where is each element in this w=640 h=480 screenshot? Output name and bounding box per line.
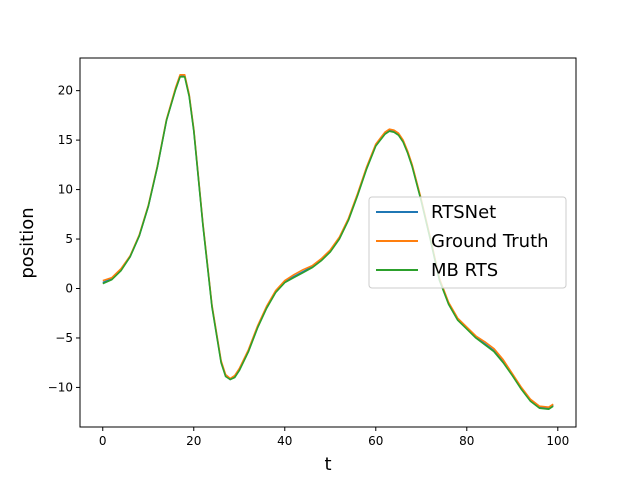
legend-label-mb-rts: MB RTS bbox=[431, 260, 498, 281]
y-tick-label: 10 bbox=[58, 183, 73, 197]
x-tick-label: 100 bbox=[546, 434, 569, 448]
x-tick-label: 20 bbox=[186, 434, 201, 448]
series-line-ground-truth bbox=[102, 74, 554, 409]
legend-label-rtsnet: RTSNet bbox=[431, 202, 496, 223]
y-axis: −10 −5 0 5 10 15 20 bbox=[48, 84, 80, 394]
legend: RTSNet Ground Truth MB RTS bbox=[368, 196, 567, 289]
x-tick-label: 40 bbox=[277, 434, 292, 448]
x-tick-label: 0 bbox=[99, 434, 107, 448]
y-tick-label: 20 bbox=[58, 84, 73, 98]
series-lines bbox=[102, 74, 554, 411]
series-line-mb-rts bbox=[102, 76, 554, 411]
x-tick-label: 60 bbox=[368, 434, 383, 448]
y-tick-label: 15 bbox=[58, 133, 73, 147]
y-tick-label: 5 bbox=[65, 232, 73, 246]
x-tick-label: 80 bbox=[459, 434, 474, 448]
y-tick-label: −10 bbox=[48, 380, 73, 394]
legend-box bbox=[368, 196, 567, 289]
x-axis-label: t bbox=[324, 454, 331, 475]
legend-label-ground-truth: Ground Truth bbox=[431, 231, 549, 252]
plot-frame bbox=[79, 57, 577, 428]
y-tick-label: −5 bbox=[55, 331, 73, 345]
x-axis: 0 20 40 60 80 100 bbox=[99, 427, 569, 448]
y-tick-label: 0 bbox=[65, 282, 73, 296]
y-axis-label: position bbox=[17, 207, 38, 278]
